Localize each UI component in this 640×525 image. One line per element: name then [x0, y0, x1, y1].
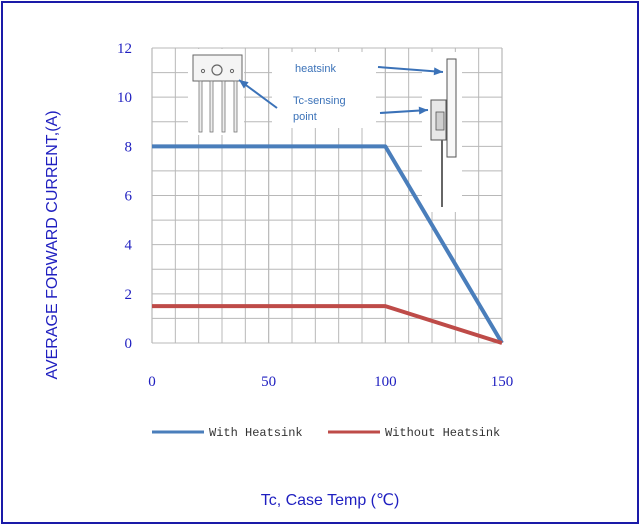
inset-bg-labels — [272, 52, 376, 128]
legend: With Heatsink Without Heatsink — [152, 426, 500, 440]
package-illustration — [188, 49, 462, 212]
legend-label-without-heatsink: Without Heatsink — [385, 426, 500, 440]
heatsink-arrow-icon-head — [433, 67, 443, 76]
tc-point-arrow-icon-head — [418, 106, 428, 115]
legend-label-with-heatsink: With Heatsink — [209, 426, 303, 440]
y-tick-label: 8 — [125, 139, 133, 155]
x-tick-label: 50 — [261, 374, 276, 390]
package-arrow-icon-head — [239, 80, 249, 89]
tc-point-label: point — [293, 111, 317, 123]
heatsink-arrow-icon — [377, 66, 444, 73]
y-tick-labels: 0 2 4 6 8 10 12 — [117, 41, 133, 352]
tc-sensing-label: Tc-sensing — [293, 95, 346, 107]
y-tick-label: 4 — [125, 238, 133, 254]
dot-icon — [229, 68, 235, 74]
x-tick-label: 0 — [148, 374, 156, 390]
x-tick-labels: 0 50 100 150 — [148, 374, 513, 390]
lead-pin-icon — [233, 80, 238, 133]
x-tick-label: 150 — [491, 374, 514, 390]
x-axis-label: Tc, Case Temp (℃) — [261, 492, 400, 509]
y-tick-label: 10 — [117, 90, 132, 106]
y-axis-label: AVERAGE FORWARD CURRENT,(A) — [44, 110, 61, 379]
y-tick-label: 2 — [125, 287, 133, 303]
x-tick-label: 100 — [374, 374, 397, 390]
series-layer — [152, 144, 504, 345]
lead-pin-icon — [221, 80, 226, 133]
heatsink-label: heatsink — [295, 63, 336, 75]
y-tick-label: 0 — [125, 336, 133, 352]
dot-icon — [200, 68, 206, 74]
heatsink-plate-icon — [446, 58, 457, 158]
package-front-icon — [192, 54, 243, 82]
lead-pin-icon — [209, 80, 214, 133]
mounting-hole-icon — [211, 64, 223, 76]
series-line-without-heatsink — [152, 304, 503, 345]
series-line-with-heatsink — [152, 144, 504, 345]
lead-pin-icon — [198, 80, 203, 133]
inset-labels: heatsink Tc-sensing point — [293, 63, 346, 123]
tc-point-icon — [435, 111, 445, 131]
y-tick-label: 12 — [117, 41, 132, 57]
y-tick-label: 6 — [125, 189, 133, 205]
